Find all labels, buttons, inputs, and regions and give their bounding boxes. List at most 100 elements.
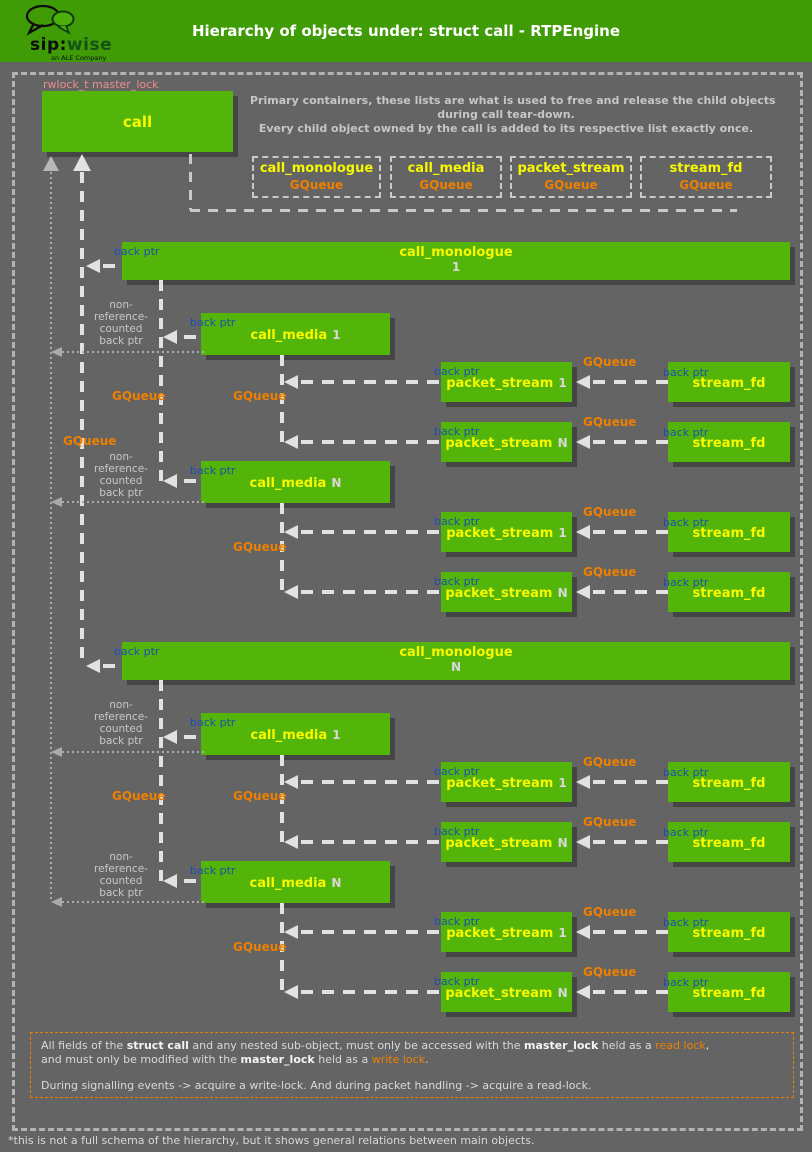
note-text: held as a [598, 1039, 656, 1052]
gqueue-label: GQueue [583, 565, 637, 579]
footnote-text: *this is not a full schema of the hierar… [8, 1134, 535, 1147]
gqueue-label: GQueue [233, 540, 287, 554]
node-title: stream_fd [692, 376, 766, 391]
back-ptr-arrow [301, 380, 441, 384]
logo-tagline: an ALE Company [51, 54, 107, 62]
arrowhead-left-icon [576, 985, 590, 999]
packet-stream-node: packet_stream 1 [441, 362, 572, 402]
media-streams-gqueue-line [280, 755, 284, 842]
call-monologue-1-node: call_monologue 1 [122, 242, 790, 280]
back-ptr-label: back ptr [663, 366, 709, 379]
call-to-lists-connector [189, 154, 192, 210]
node-title: stream_fd [692, 436, 766, 451]
node-title: packet_stream [446, 376, 554, 391]
back-ptr-label: back ptr [434, 915, 480, 928]
header-bar: sip:wise an ALE Company Hierarchy of obj… [0, 0, 812, 62]
arrowhead-left-icon [51, 747, 62, 757]
back-ptr-label: back ptr [663, 826, 709, 839]
back-ptr-label: back ptr [434, 765, 480, 778]
sfds-gqueue-arrow [593, 840, 668, 844]
node-title: stream_fd [692, 586, 766, 601]
node-title: stream_fd [692, 926, 766, 941]
gqueue-label: GQueue [583, 905, 637, 919]
sfds-gqueue-arrow [593, 380, 668, 384]
intro-line-1: Primary containers, these lists are what… [250, 94, 776, 107]
back-ptr-label: back ptr [434, 365, 480, 378]
back-ptr-label: back ptr [663, 426, 709, 439]
lock-note-line-2: and must only be modified with the maste… [41, 1053, 783, 1067]
node-index: N [331, 876, 342, 890]
note-text: , [705, 1039, 710, 1052]
non-ref-note: non-reference-counted back ptr [94, 851, 148, 899]
back-ptr-label: back ptr [114, 645, 160, 658]
monologue-medias-gqueue-line [159, 280, 163, 481]
back-ptr-arrow [103, 664, 122, 668]
node-index: 1 [558, 776, 567, 790]
node-index: 1 [558, 376, 567, 390]
arrowhead-left-icon [576, 925, 590, 939]
non-ref-back-ptr-arrow [62, 501, 204, 503]
arrowhead-left-icon [284, 585, 298, 599]
node-title: stream_fd [692, 836, 766, 851]
back-ptr-arrow [103, 264, 122, 268]
note-text: All fields of the [41, 1039, 127, 1052]
container-title: stream_fd [669, 161, 743, 176]
arrowhead-left-icon [576, 375, 590, 389]
arrowhead-left-icon [86, 259, 100, 273]
node-index: 1 [558, 926, 567, 940]
sfds-gqueue-arrow [593, 930, 668, 934]
container-title: packet_stream [517, 161, 625, 176]
node-index: N [557, 586, 568, 600]
back-ptr-arrow [184, 735, 199, 739]
non-ref-note: non-reference-counted back ptr [94, 699, 148, 747]
stream-fd-node: stream_fd [668, 912, 790, 952]
speech-bubbles-icon [25, 4, 75, 36]
arrowhead-left-icon [576, 525, 590, 539]
gqueue-label: GQueue [583, 415, 637, 429]
back-ptr-label: back ptr [434, 975, 480, 988]
call-media-1-node: call_media 1 [201, 713, 390, 755]
container-type: GQueue [544, 178, 598, 192]
back-ptr-arrow [301, 530, 441, 534]
packet-stream-node: packet_stream N [441, 422, 572, 462]
non-ref-note: non-reference-counted back ptr [94, 299, 148, 347]
non-ref-back-ptr-arrow [62, 751, 204, 753]
node-title: packet_stream [445, 436, 553, 451]
gqueue-label: GQueue [233, 940, 287, 954]
container-type: GQueue [289, 178, 344, 192]
back-ptr-label: back ptr [190, 864, 236, 877]
packet-stream-node: packet_stream N [441, 972, 572, 1012]
note-text: . [425, 1052, 429, 1066]
node-title: packet_stream [445, 586, 553, 601]
note-text: and any nested sub-object, must only be … [188, 1039, 525, 1052]
node-index: 1 [558, 526, 567, 540]
back-ptr-arrow [301, 780, 441, 784]
note-bold: master_lock [524, 1039, 599, 1052]
back-ptr-label: back ptr [663, 976, 709, 989]
back-ptr-arrow [184, 335, 199, 339]
node-title: call_media [249, 476, 327, 491]
node-title: packet_stream [446, 776, 554, 791]
stream-fd-node: stream_fd [668, 972, 790, 1012]
monologue-medias-gqueue-line [159, 680, 163, 881]
call-monologue-n-node: call_monologue N [122, 642, 790, 680]
back-ptr-arrow [184, 879, 199, 883]
node-title: packet_stream [445, 836, 553, 851]
lock-note-box: All fields of the struct call and any ne… [30, 1032, 794, 1098]
stream-fd-node: stream_fd [668, 362, 790, 402]
arrowhead-left-icon [51, 347, 62, 357]
call-media-1-node: call_media 1 [201, 313, 390, 355]
sfds-gqueue-arrow [593, 440, 668, 444]
packet-stream-node: packet_stream 1 [441, 512, 572, 552]
back-ptr-label: back ptr [434, 425, 480, 438]
gqueue-label: GQueue [583, 815, 637, 829]
media-streams-gqueue-line [280, 503, 284, 592]
arrowhead-left-icon [576, 835, 590, 849]
gqueue-label: GQueue [112, 789, 166, 803]
arrowhead-left-icon [284, 985, 298, 999]
arrowhead-left-icon [163, 730, 177, 744]
arrowhead-left-icon [163, 474, 177, 488]
node-title: stream_fd [692, 776, 766, 791]
non-ref-back-ptr-line [50, 172, 52, 902]
arrowhead-left-icon [86, 659, 100, 673]
